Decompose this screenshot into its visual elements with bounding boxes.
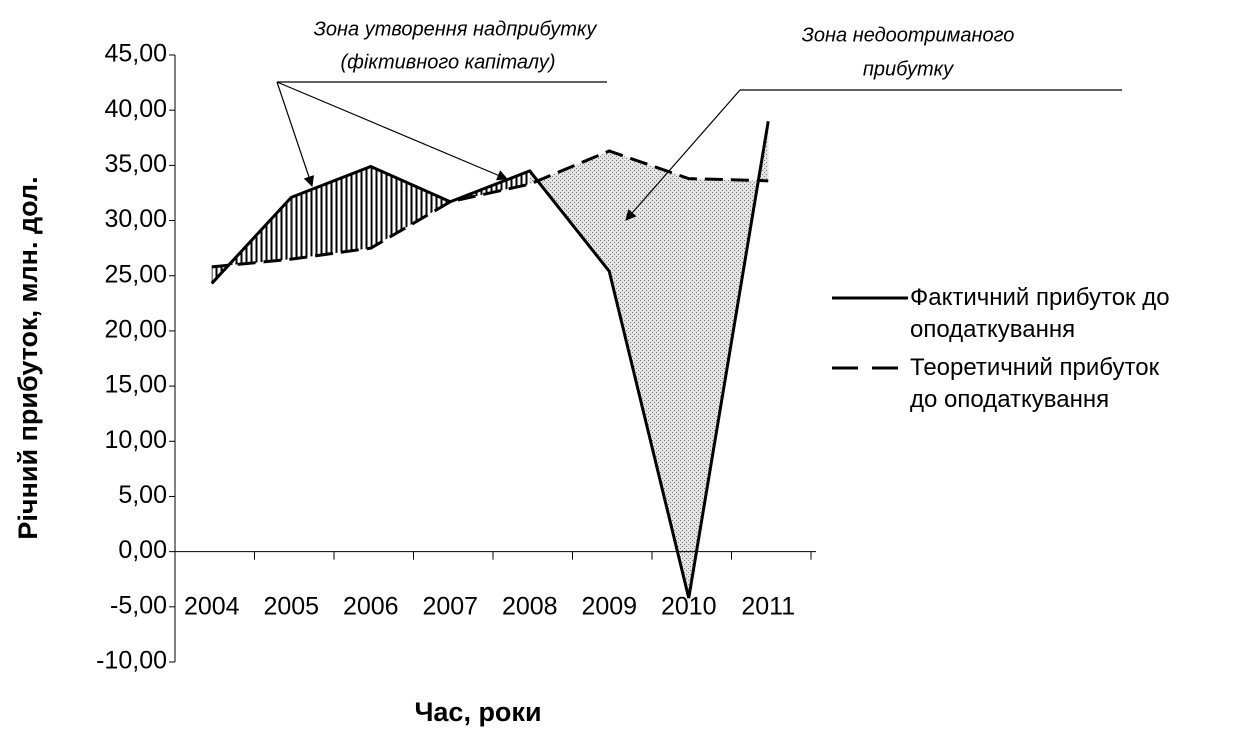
legend: Фактичний прибуток до оподаткування Теоре…	[830, 282, 1230, 422]
y-tick-label: 0,00	[118, 536, 167, 564]
annotation: (фіктивного капіталу)	[341, 51, 556, 73]
y-tick-label: 15,00	[104, 371, 167, 399]
zone	[529, 151, 610, 272]
x-tick-label: 2007	[422, 592, 478, 620]
y-tick-label: 35,00	[104, 150, 167, 178]
x-tick-label: 2006	[343, 592, 399, 620]
y-tick-label: 20,00	[104, 316, 167, 344]
annotation: Зона утворення надприбутку	[314, 18, 598, 40]
x-tick-label: 2004	[184, 592, 240, 620]
y-tick-label: 40,00	[104, 95, 167, 123]
x-tick-label: 2009	[581, 592, 637, 620]
y-tick-label: 45,00	[104, 40, 167, 68]
y-tick-label: -5,00	[110, 591, 167, 619]
legend-swatch	[832, 366, 908, 370]
y-tick-label: 5,00	[118, 481, 167, 509]
y-tick-label: -10,00	[96, 647, 167, 675]
legend-swatch	[832, 296, 908, 300]
legend-label: Теоретичний прибуток до оподаткування	[910, 354, 1160, 413]
x-tick-label: 2005	[263, 592, 319, 620]
legend-item: Теоретичний прибуток до оподаткування	[830, 352, 1230, 416]
x-tick-label: 2011	[741, 592, 795, 620]
series-line	[210, 120, 770, 599]
x-axis-title: Час, роки	[414, 697, 541, 727]
zone	[370, 166, 451, 249]
annotation: Зона недоотриманого	[802, 24, 1015, 46]
x-tick-label: 2008	[502, 592, 558, 620]
legend-item: Фактичний прибуток до оподаткування	[830, 282, 1230, 346]
y-tick-label: 30,00	[104, 205, 167, 233]
zone	[609, 151, 689, 598]
zone	[291, 166, 371, 260]
annotation-arrows	[276, 81, 1122, 221]
legend-label: Фактичний прибуток до оподаткування	[910, 284, 1170, 343]
y-tick-label: 10,00	[104, 426, 167, 454]
series-line	[211, 149, 769, 269]
y-tick-label: 25,00	[104, 260, 167, 288]
annotation: прибутку	[863, 58, 954, 80]
y-axis-title: Річний прибуток, млн. дол.	[13, 176, 43, 539]
